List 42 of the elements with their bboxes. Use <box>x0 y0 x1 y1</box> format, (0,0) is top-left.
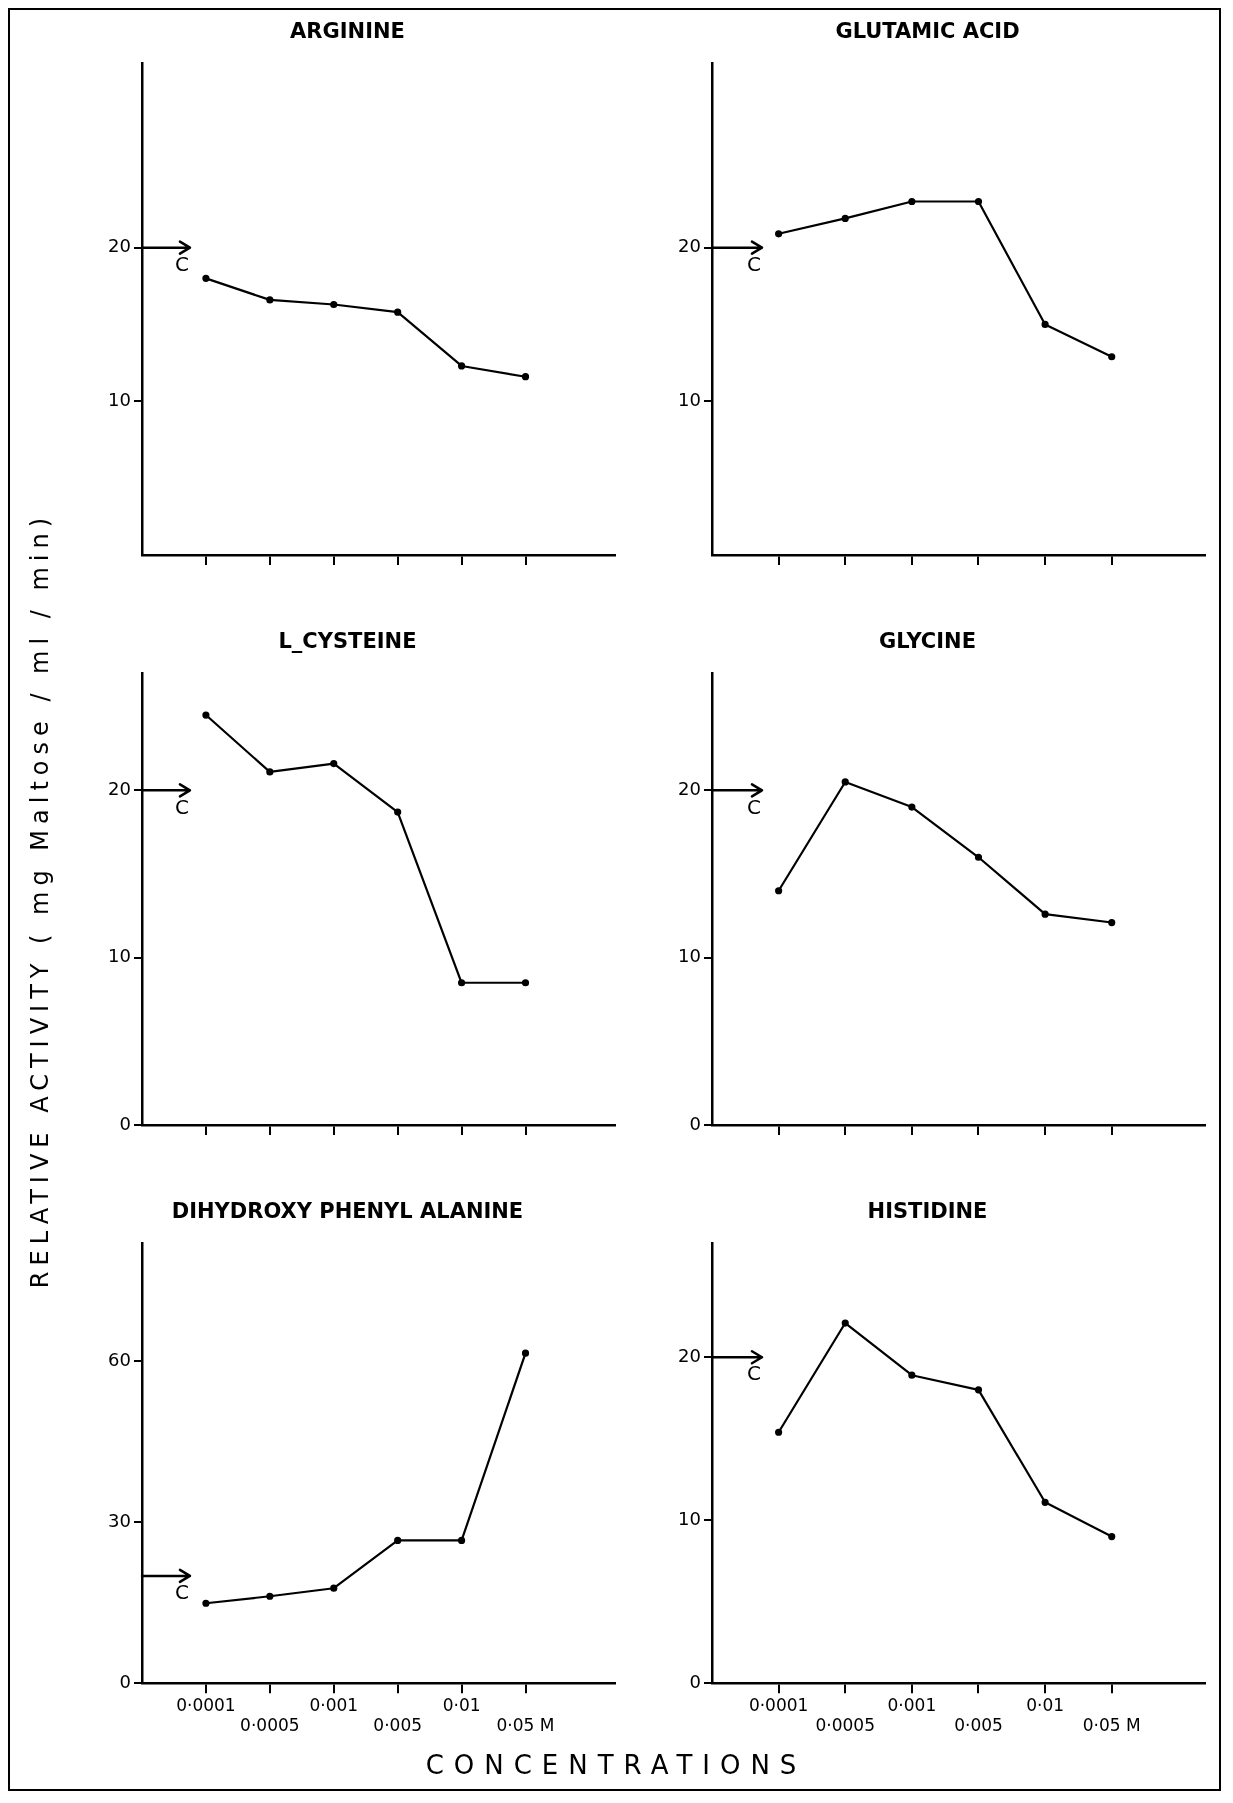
y-tick-label: 60 <box>108 1348 131 1370</box>
y-tick-label: 10 <box>108 388 131 410</box>
ref-line-label: C <box>174 251 189 276</box>
y-tick-label: 20 <box>108 778 131 800</box>
x-tick-label: 0·0001 <box>748 1694 809 1715</box>
y-tick-label: 0 <box>119 1670 131 1692</box>
x-tick-label: 0·05 M <box>496 1715 555 1736</box>
x-tick-label: 0·0001 <box>176 1694 236 1715</box>
x-tick-label: 0·001 <box>887 1694 937 1715</box>
x-tick-label: 0·001 <box>309 1694 359 1715</box>
ref-line-label: C <box>746 251 761 276</box>
y-tick-label: 10 <box>678 388 701 410</box>
ref-line-label: C <box>746 794 761 819</box>
ref-line-label: C <box>174 794 189 819</box>
y-tick-label: 0 <box>689 1112 701 1134</box>
y-tick-label: 20 <box>678 1344 701 1366</box>
x-tick-label: 0·05 M <box>1082 1715 1141 1736</box>
y-tick-label: 20 <box>108 235 131 257</box>
y-tick-label: 10 <box>108 945 131 967</box>
chart-title: HISTIDINE <box>867 1199 988 1224</box>
x-tick-label: 0·01 <box>442 1694 481 1715</box>
y-tick-label: 20 <box>678 235 701 257</box>
y-tick-label: 10 <box>678 1507 701 1529</box>
y-tick-label: 0 <box>119 1112 131 1134</box>
y-axis-title: RELATIVE ACTIVITY ( mg Maltose / ml / min) <box>26 511 54 1289</box>
chart-title: ARGININE <box>290 19 405 44</box>
y-tick-label: 10 <box>678 945 701 967</box>
x-tick-label: 0·005 <box>373 1715 423 1736</box>
x-tick-label: 0·005 <box>954 1715 1003 1736</box>
chart-title: DIHYDROXY PHENYL ALANINE <box>171 1199 524 1224</box>
chart-title: GLUTAMIC ACID <box>835 19 1020 44</box>
x-tick-label: 0·01 <box>1026 1694 1065 1715</box>
ref-line-label: C <box>746 1361 761 1386</box>
x-tick-label: 0·0005 <box>815 1715 875 1736</box>
chart-title: GLYCINE <box>879 629 976 654</box>
x-axis-title: CONCENTRATIONS <box>425 1750 807 1780</box>
y-tick-label: 30 <box>108 1509 131 1531</box>
x-tick-label: 0·0005 <box>240 1715 300 1736</box>
y-tick-label: 0 <box>689 1670 701 1692</box>
y-tick-label: 20 <box>678 778 701 800</box>
ref-line-label: C <box>174 1580 189 1605</box>
chart-title: L_CYSTEINE <box>278 629 417 654</box>
